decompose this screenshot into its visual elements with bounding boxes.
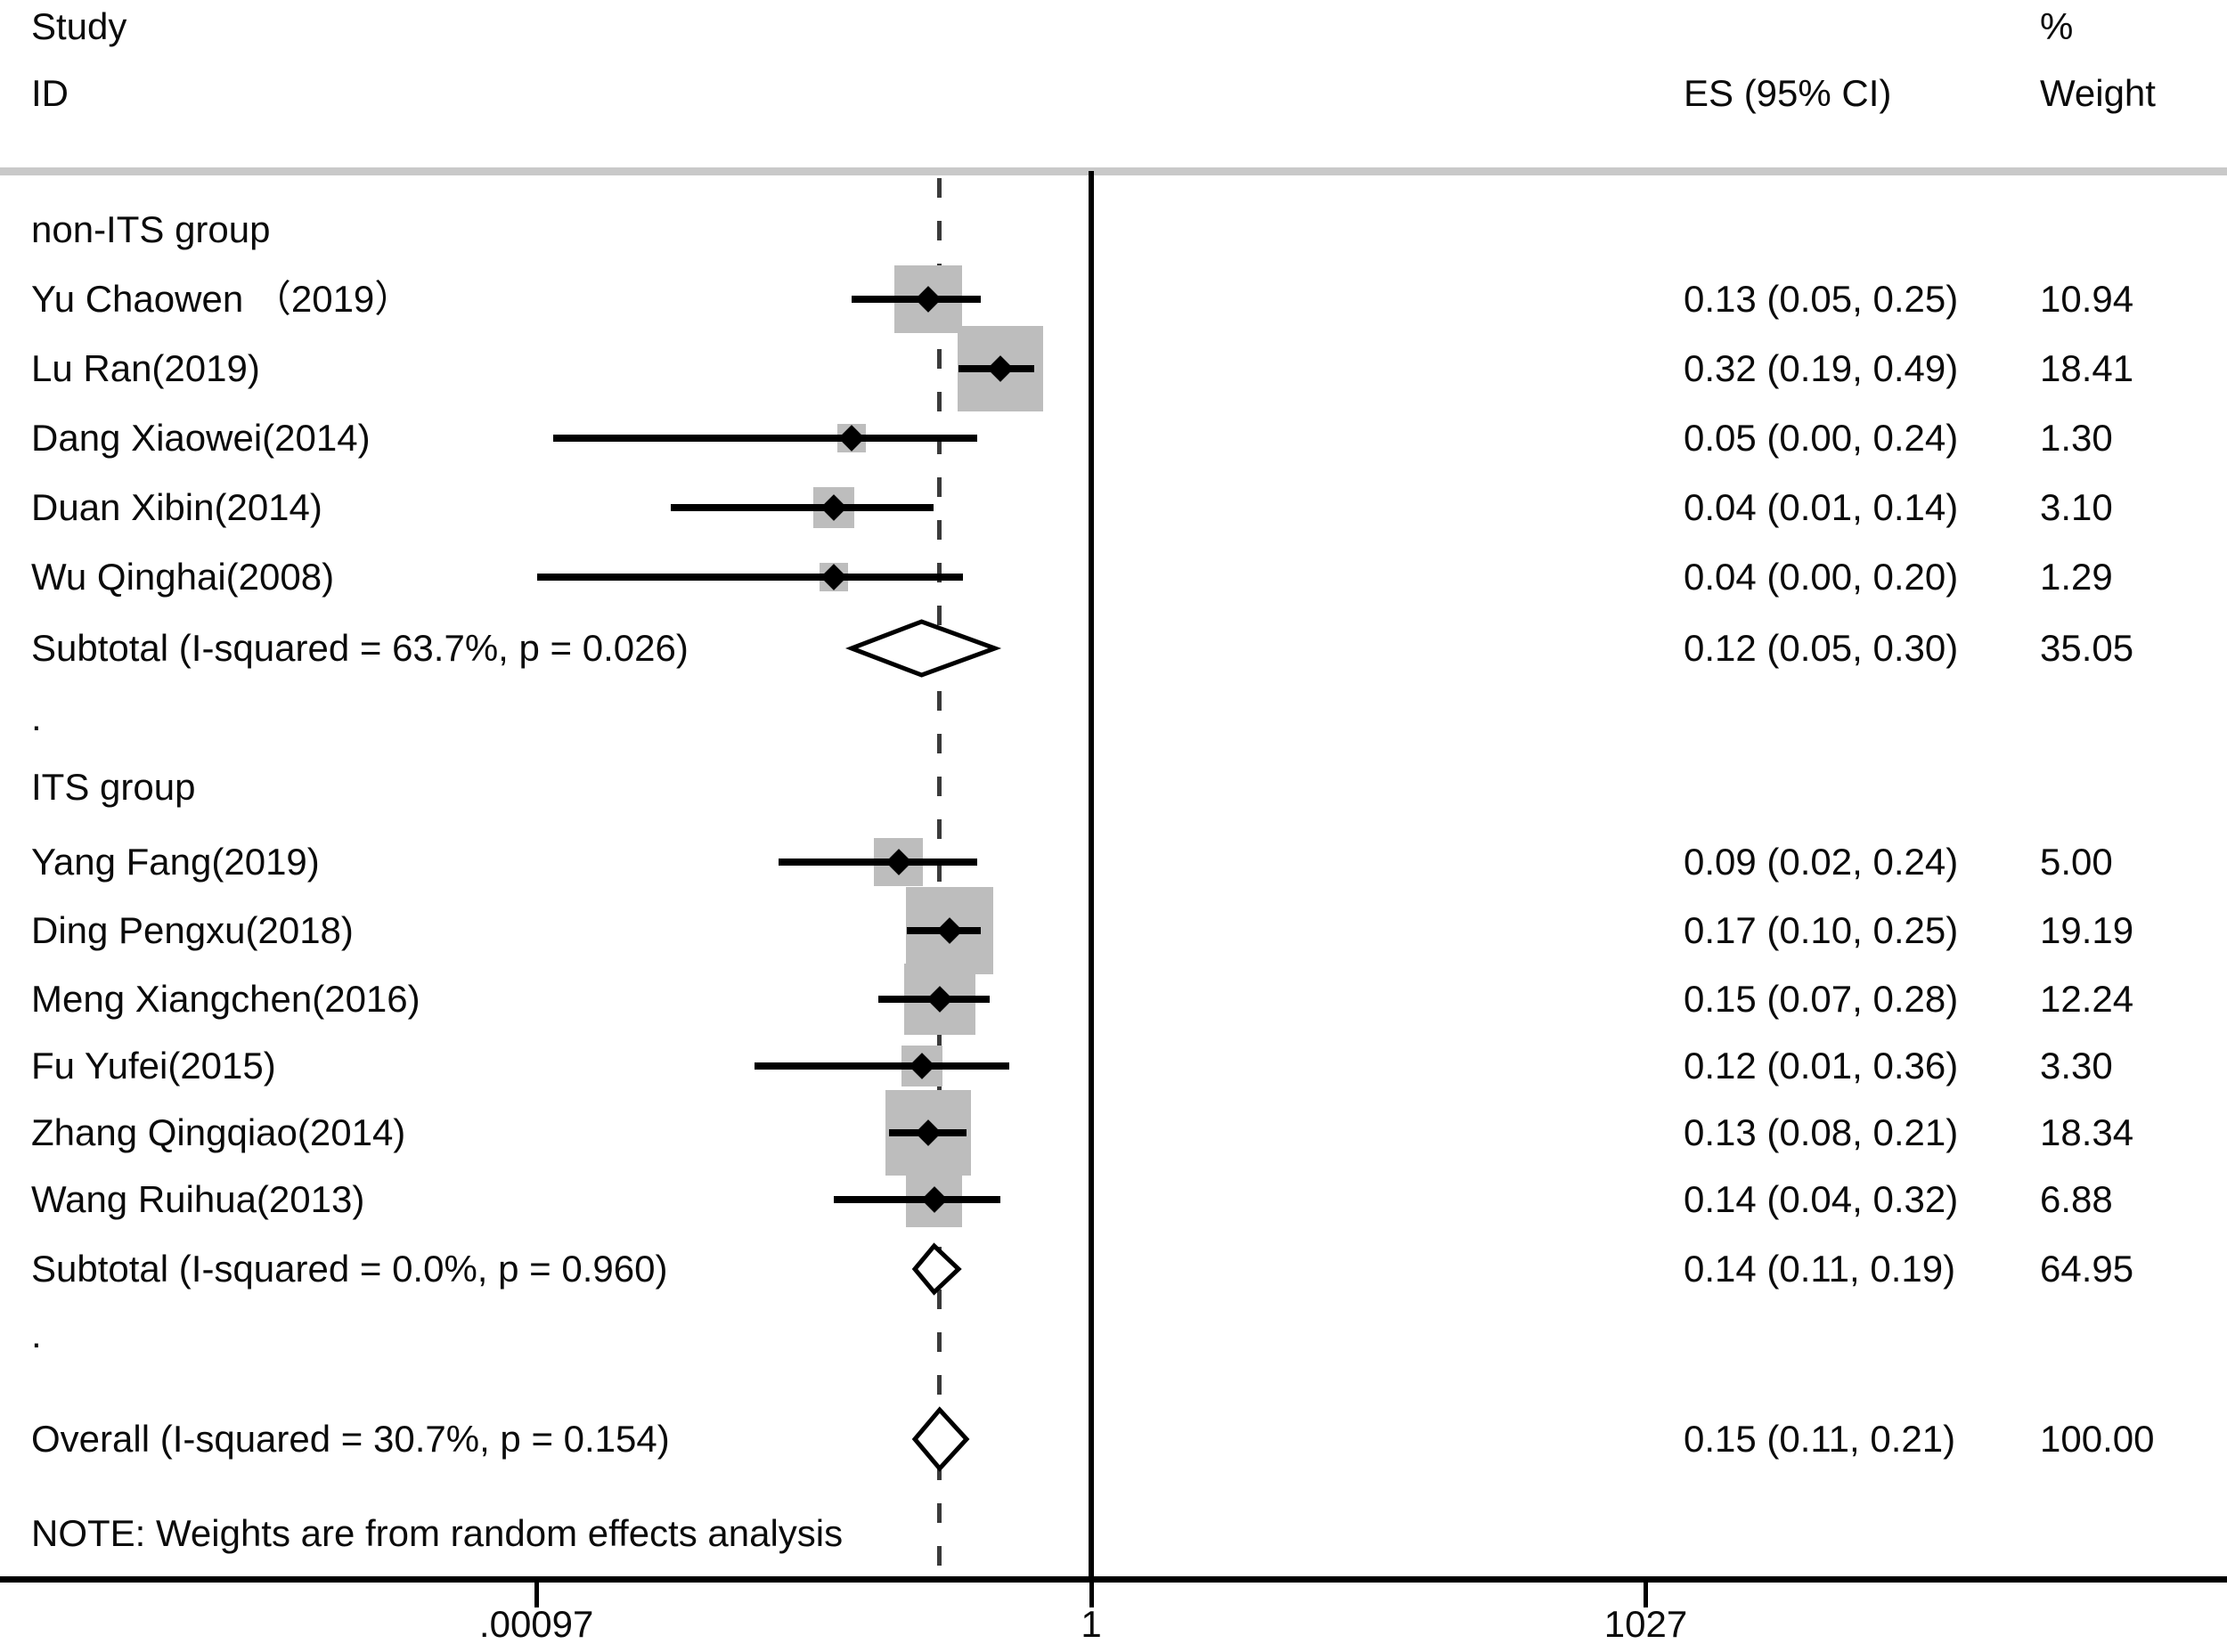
row-label: Meng Xiangchen(2016) bbox=[31, 977, 420, 1020]
subtotal-diamond bbox=[845, 619, 1002, 678]
es-ci-value: 0.09 (0.02, 0.24) bbox=[1684, 840, 1959, 883]
weight-value: 3.10 bbox=[2040, 485, 2113, 528]
col-header-study: Study bbox=[31, 4, 127, 47]
weight-value: 12.24 bbox=[2040, 977, 2134, 1020]
axis-tick-label: .00097 bbox=[478, 1603, 594, 1645]
row-label: Zhang Qingqiao(2014) bbox=[31, 1111, 406, 1153]
es-ci-value: 0.13 (0.08, 0.21) bbox=[1684, 1111, 1959, 1153]
es-ci-value: 0.14 (0.04, 0.32) bbox=[1684, 1177, 1959, 1220]
col-header-es-ci: ES (95% CI) bbox=[1684, 71, 1892, 114]
col-header-weight: Weight bbox=[2040, 71, 2156, 114]
col-header-id: ID bbox=[31, 71, 69, 114]
es-ci-value: 0.13 (0.05, 0.25) bbox=[1684, 277, 1959, 320]
weight-value: 3.30 bbox=[2040, 1044, 2113, 1086]
group-label: ITS group bbox=[31, 765, 196, 808]
ci-line bbox=[834, 1196, 1000, 1203]
es-ci-value: 0.04 (0.01, 0.14) bbox=[1684, 485, 1959, 528]
group-label: non-ITS group bbox=[31, 208, 271, 250]
axis-tick bbox=[1644, 1583, 1649, 1607]
row-label: Yang Fang(2019) bbox=[31, 840, 320, 883]
axis-tick-label: 1027 bbox=[1603, 1603, 1688, 1645]
overall-diamond bbox=[911, 1406, 970, 1472]
subtotal-diamond bbox=[911, 1242, 962, 1296]
header-separator bbox=[0, 167, 2227, 175]
weight-value: 1.29 bbox=[2040, 555, 2113, 598]
row-label: Ding Pengxu(2018) bbox=[31, 908, 354, 951]
row-label: Subtotal (I-squared = 0.0%, p = 0.960) bbox=[31, 1247, 668, 1290]
weight-value: 35.05 bbox=[2040, 626, 2134, 669]
row-label: Subtotal (I-squared = 63.7%, p = 0.026) bbox=[31, 626, 689, 669]
weight-value: 18.34 bbox=[2040, 1111, 2134, 1153]
es-ci-value: 0.14 (0.11, 0.19) bbox=[1684, 1247, 1956, 1290]
spacer-dot: . bbox=[31, 696, 42, 738]
es-ci-value: 0.04 (0.00, 0.20) bbox=[1684, 555, 1959, 598]
spacer-dot: . bbox=[31, 1313, 42, 1355]
es-ci-value: 0.05 (0.00, 0.24) bbox=[1684, 416, 1959, 459]
row-label: Wu Qinghai(2008) bbox=[31, 555, 335, 598]
ci-line bbox=[670, 504, 934, 511]
ci-line bbox=[553, 435, 977, 442]
ci-line bbox=[537, 574, 963, 581]
row-label: Fu Yufei(2015) bbox=[31, 1044, 276, 1086]
row-label: Yu Chaowen （2019） bbox=[31, 277, 412, 320]
weight-value: 5.00 bbox=[2040, 840, 2113, 883]
es-ci-value: 0.32 (0.19, 0.49) bbox=[1684, 346, 1959, 389]
row-label: Lu Ran(2019) bbox=[31, 346, 260, 389]
col-header-percent: % bbox=[2040, 4, 2074, 47]
null-ref-line bbox=[1089, 171, 1094, 1578]
es-ci-value: 0.12 (0.01, 0.36) bbox=[1684, 1044, 1959, 1086]
weight-value: 6.88 bbox=[2040, 1177, 2113, 1220]
weight-value: 18.41 bbox=[2040, 346, 2134, 389]
es-ci-value: 0.17 (0.10, 0.25) bbox=[1684, 908, 1959, 951]
row-label: Duan Xibin(2014) bbox=[31, 485, 322, 528]
es-ci-value: 0.12 (0.05, 0.30) bbox=[1684, 626, 1959, 669]
weight-value: 100.00 bbox=[2040, 1417, 2155, 1460]
note-text: NOTE: Weights are from random effects an… bbox=[31, 1511, 844, 1554]
row-label: Overall (I-squared = 30.7%, p = 0.154) bbox=[31, 1417, 670, 1460]
es-ci-value: 0.15 (0.07, 0.28) bbox=[1684, 977, 1959, 1020]
es-ci-value: 0.15 (0.11, 0.21) bbox=[1684, 1417, 1956, 1460]
row-label: Wang Ruihua(2013) bbox=[31, 1177, 365, 1220]
overall-dashed-line bbox=[937, 178, 942, 1578]
axis-tick-label: 1 bbox=[1081, 1603, 1102, 1645]
ci-line bbox=[778, 859, 977, 866]
axis-tick bbox=[1089, 1583, 1094, 1607]
axis-tick bbox=[534, 1583, 540, 1607]
row-label: Dang Xiaowei(2014) bbox=[31, 416, 371, 459]
weight-value: 64.95 bbox=[2040, 1247, 2134, 1290]
weight-value: 10.94 bbox=[2040, 277, 2134, 320]
weight-value: 1.30 bbox=[2040, 416, 2113, 459]
axis-line bbox=[0, 1576, 2227, 1583]
ci-line bbox=[755, 1062, 1010, 1070]
weight-value: 19.19 bbox=[2040, 908, 2134, 951]
